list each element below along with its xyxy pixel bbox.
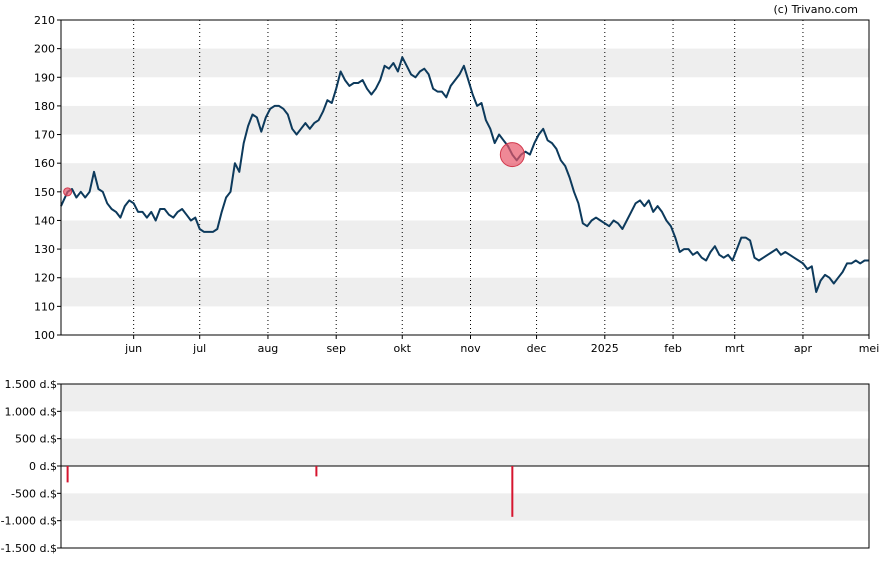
volume-y-tick-label: 1.000 d.$ [5,405,57,418]
price-band [61,220,869,250]
month-label: 2025 [591,342,619,355]
price-band [61,105,869,135]
price-band [61,48,869,78]
volume-y-tick-label: -1.500 d.$ [1,542,57,555]
month-label: mei [859,342,880,355]
trade-marker [63,187,73,197]
price-y-tick-label: 170 [34,129,55,142]
volume-band [61,384,869,412]
volume-y-tick-label: 1.500 d.$ [5,378,57,391]
month-label: apr [794,342,813,355]
price-y-tick-label: 190 [34,71,55,84]
price-y-tick-label: 120 [34,272,55,285]
volume-y-tick-label: 0 d.$ [29,460,57,473]
volume-y-tick-label: 500 d.$ [15,433,57,446]
month-label: jul [192,342,206,355]
price-band [61,277,869,307]
volume-frame [60,383,870,549]
price-y-tick-label: 200 [34,43,55,56]
price-y-tick-label: 210 [34,14,55,27]
month-label: mrt [725,342,745,355]
price-y-tick-label: 100 [34,329,55,342]
price-frame [60,19,870,336]
month-label: aug [258,342,279,355]
price-y-tick-label: 130 [34,243,55,256]
insider-volume-panel: -1.500 d.$ -1.000 d.$ -500 d.$ 0 d.$ 500 d.$… [1,378,870,555]
volume-y-tick-label: -500 d.$ [11,487,57,500]
price-y-tick-label: 110 [34,300,55,313]
price-y-tick-label: 140 [34,214,55,227]
month-label: nov [460,342,481,355]
price-panel: 100 110 120 130 140 150 160 170 180 190 200 210 jun j… [34,14,879,355]
month-label: okt [394,342,412,355]
price-y-tick-label: 180 [34,100,55,113]
price-y-tick-label: 150 [34,186,55,199]
trade-marker [499,142,525,168]
month-label: dec [527,342,547,355]
month-label: sep [326,342,345,355]
credit-text: (c) Trivano.com [773,3,858,16]
volume-band [61,438,869,466]
price-line [60,56,869,293]
price-y-tick-label: 160 [34,157,55,170]
price-band [61,163,869,192]
month-label: jun [124,342,142,355]
month-label: feb [664,342,682,355]
volume-y-tick-label: -1.000 d.$ [1,515,57,528]
volume-band [61,493,869,521]
